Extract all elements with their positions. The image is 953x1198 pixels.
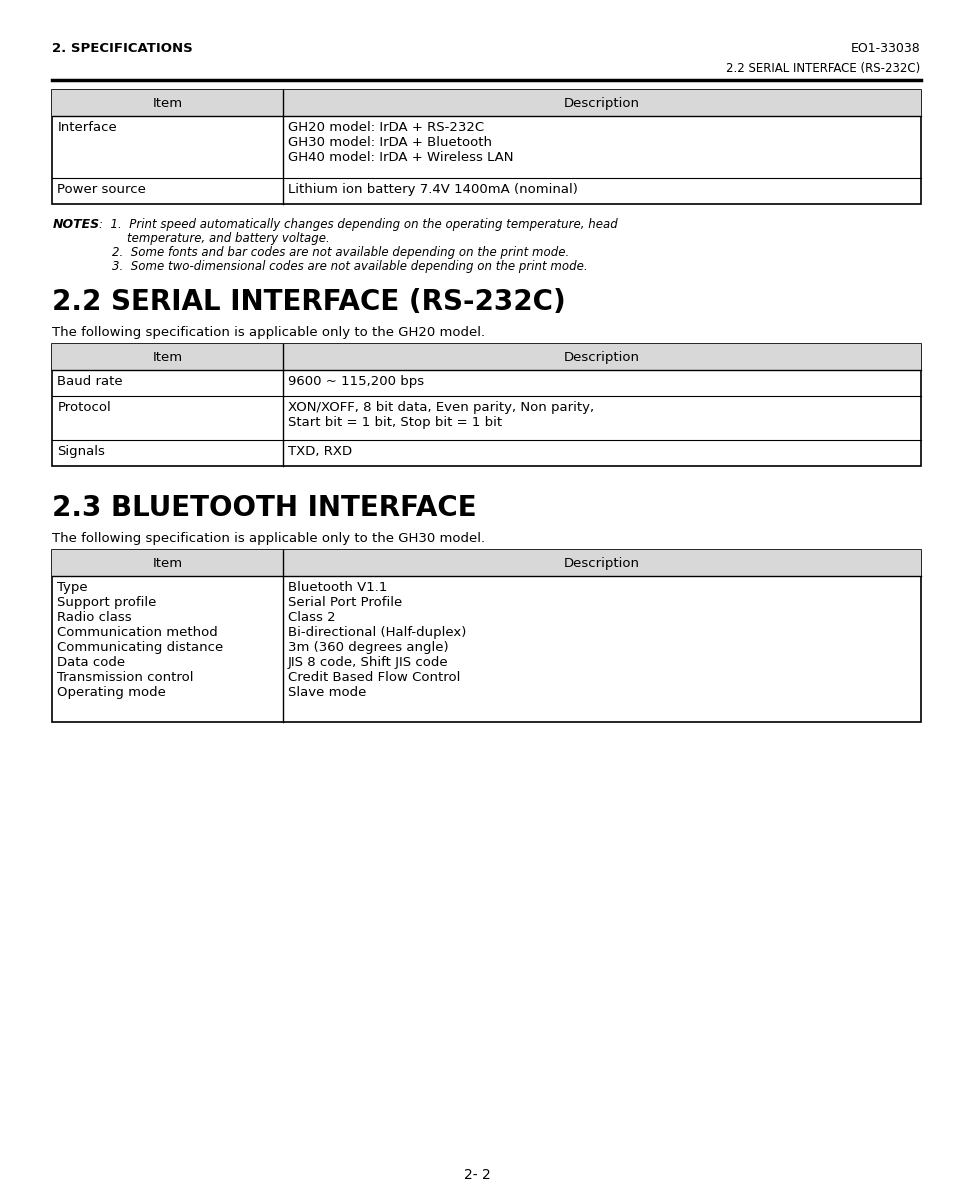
- Text: Item: Item: [152, 97, 182, 109]
- Text: Type
Support profile
Radio class
Communication method
Communicating distance
Dat: Type Support profile Radio class Communi…: [57, 581, 224, 698]
- Text: 2. SPECIFICATIONS: 2. SPECIFICATIONS: [52, 42, 193, 55]
- Text: 2.2 SERIAL INTERFACE (RS-232C): 2.2 SERIAL INTERFACE (RS-232C): [52, 288, 566, 316]
- Bar: [52, 344, 920, 466]
- Bar: [52, 90, 920, 204]
- Text: Interface: Interface: [57, 121, 117, 134]
- Text: TXD, RXD: TXD, RXD: [287, 444, 352, 458]
- Text: 9600 ~ 115,200 bps: 9600 ~ 115,200 bps: [287, 375, 423, 388]
- Text: Protocol: Protocol: [57, 401, 112, 415]
- Text: GH20 model: IrDA + RS-232C
GH30 model: IrDA + Bluetooth
GH40 model: IrDA + Wirel: GH20 model: IrDA + RS-232C GH30 model: I…: [287, 121, 513, 164]
- Text: Item: Item: [152, 351, 182, 363]
- Text: 2.3 BLUETOOTH INTERFACE: 2.3 BLUETOOTH INTERFACE: [52, 494, 476, 522]
- Text: Item: Item: [152, 557, 182, 569]
- Bar: [52, 90, 920, 116]
- Text: EO1-33038: EO1-33038: [850, 42, 920, 55]
- Bar: [52, 550, 920, 576]
- Text: temperature, and battery voltage.: temperature, and battery voltage.: [128, 232, 330, 246]
- Text: 2- 2: 2- 2: [463, 1168, 490, 1182]
- Text: 3.  Some two-dimensional codes are not available depending on the print mode.: 3. Some two-dimensional codes are not av…: [112, 260, 587, 273]
- Bar: [52, 550, 920, 722]
- Bar: [52, 344, 920, 370]
- Text: Baud rate: Baud rate: [57, 375, 123, 388]
- Text: XON/XOFF, 8 bit data, Even parity, Non parity,
Start bit = 1 bit, Stop bit = 1 b: XON/XOFF, 8 bit data, Even parity, Non p…: [287, 401, 593, 429]
- Text: 2.2 SERIAL INTERFACE (RS-232C): 2.2 SERIAL INTERFACE (RS-232C): [725, 62, 920, 75]
- Text: Description: Description: [563, 557, 639, 569]
- Text: The following specification is applicable only to the GH20 model.: The following specification is applicabl…: [52, 326, 485, 339]
- Text: Signals: Signals: [57, 444, 105, 458]
- Text: Lithium ion battery 7.4V 1400mA (nominal): Lithium ion battery 7.4V 1400mA (nominal…: [287, 183, 577, 196]
- Text: Description: Description: [563, 351, 639, 363]
- Text: Power source: Power source: [57, 183, 146, 196]
- Text: Bluetooth V1.1
Serial Port Profile
Class 2
Bi-directional (Half-duplex)
3m (360 : Bluetooth V1.1 Serial Port Profile Class…: [287, 581, 465, 698]
- Text: NOTES: NOTES: [52, 218, 99, 231]
- Text: 2.  Some fonts and bar codes are not available depending on the print mode.: 2. Some fonts and bar codes are not avai…: [112, 246, 569, 259]
- Text: The following specification is applicable only to the GH30 model.: The following specification is applicabl…: [52, 532, 485, 545]
- Text: :  1.  Print speed automatically changes depending on the operating temperature,: : 1. Print speed automatically changes d…: [99, 218, 618, 231]
- Text: Description: Description: [563, 97, 639, 109]
